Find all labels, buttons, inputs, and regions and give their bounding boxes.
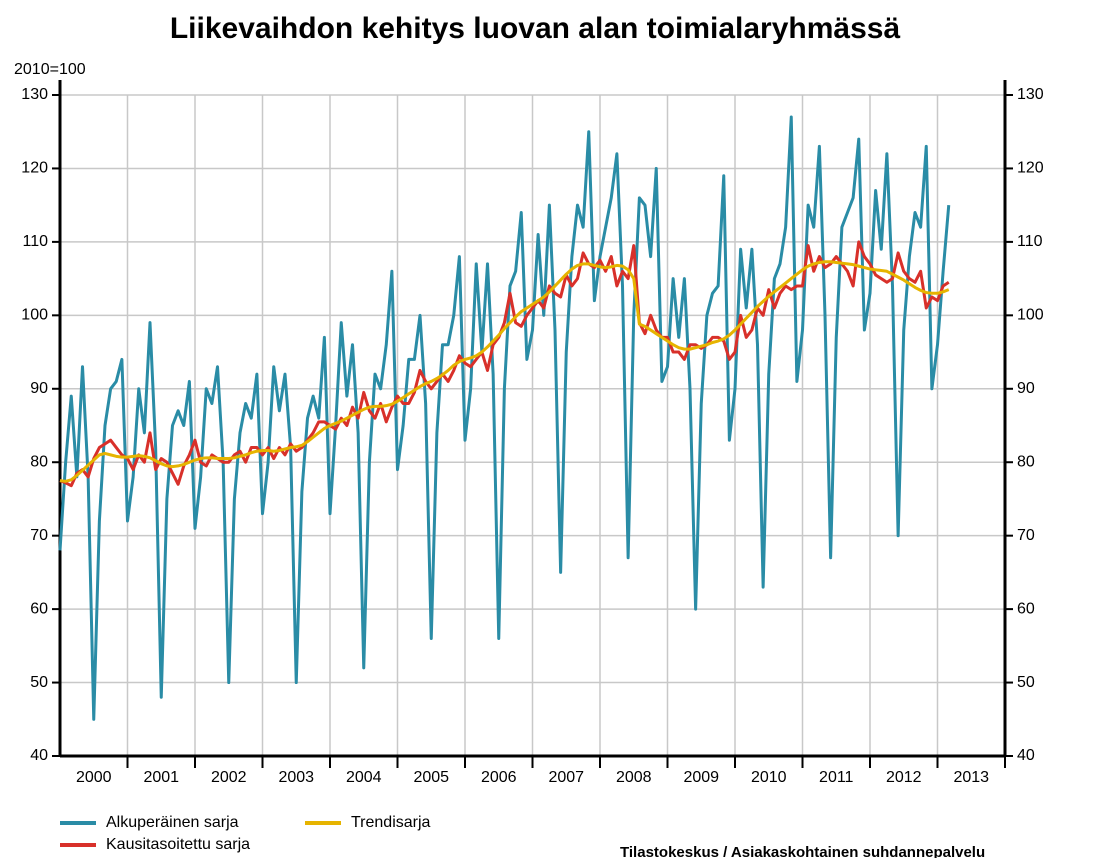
y-tick-label: 110: [22, 233, 48, 250]
x-tick-label: 2008: [616, 769, 652, 786]
x-tick-label: 2003: [278, 769, 314, 786]
x-tick-label: 2006: [481, 769, 517, 786]
y2-tick-label: 120: [1017, 160, 1044, 177]
y2-tick-label: 100: [1017, 307, 1044, 324]
y2-tick-label: 60: [1017, 600, 1035, 617]
legend-label: Trendisarja: [351, 814, 431, 831]
y-tick-label: 120: [21, 160, 48, 177]
y-tick-label: 130: [21, 86, 48, 103]
series-line: [59, 260, 950, 483]
series-line: [58, 115, 951, 721]
series-line: [59, 240, 950, 488]
y2-tick-label: 80: [1017, 453, 1035, 470]
x-tick-label: 2007: [548, 769, 584, 786]
x-tick-label: 2002: [211, 769, 247, 786]
y2-tick-label: 110: [1017, 233, 1043, 250]
y-tick-label: 90: [30, 380, 48, 397]
x-tick-label: 2000: [76, 769, 112, 786]
y-tick-label: 60: [30, 600, 48, 617]
x-tick-label: 2011: [819, 769, 854, 786]
y-tick-label: 40: [30, 747, 48, 764]
y2-tick-label: 90: [1017, 380, 1035, 397]
x-tick-label: 2004: [346, 769, 382, 786]
x-tick-label: 2010: [751, 769, 787, 786]
x-tick-label: 2001: [143, 769, 179, 786]
y2-tick-label: 70: [1017, 527, 1035, 544]
y-tick-label: 70: [30, 527, 48, 544]
legend-label: Kausitasoitettu sarja: [106, 836, 250, 853]
source: Tilastokeskus / Asiakaskohtainen suhdann…: [620, 844, 985, 858]
y-axis-label: 2010=100: [14, 61, 86, 78]
x-tick-label: 2009: [683, 769, 719, 786]
y2-tick-label: 40: [1017, 747, 1035, 764]
x-tick-label: 2013: [953, 769, 989, 786]
legend-label: Alkuperäinen sarja: [106, 814, 239, 831]
x-tick-label: 2005: [413, 769, 449, 786]
x-tick-label: 2012: [886, 769, 922, 786]
y-tick-label: 80: [30, 453, 48, 470]
y-tick-label: 50: [30, 674, 48, 691]
y2-tick-label: 50: [1017, 674, 1035, 691]
y-tick-label: 100: [21, 307, 48, 324]
chart-title: Liikevaihdon kehitys luovan alan toimial…: [170, 12, 901, 45]
y2-tick-label: 130: [1017, 86, 1044, 103]
